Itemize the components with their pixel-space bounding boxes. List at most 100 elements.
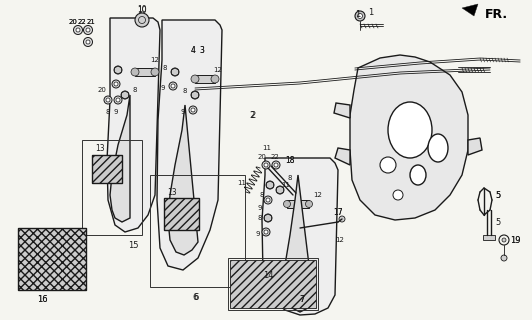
- Circle shape: [501, 255, 507, 261]
- Text: 9: 9: [181, 109, 185, 115]
- Bar: [230, 260, 316, 308]
- Circle shape: [106, 98, 110, 102]
- Circle shape: [131, 68, 139, 76]
- Text: 9: 9: [114, 109, 118, 115]
- Text: 8: 8: [163, 65, 167, 71]
- Circle shape: [189, 106, 197, 114]
- Polygon shape: [350, 55, 468, 220]
- Text: 1: 1: [355, 10, 361, 19]
- Text: 9: 9: [257, 205, 262, 211]
- Text: 12: 12: [313, 192, 322, 198]
- Text: 18: 18: [285, 156, 295, 164]
- Text: 4: 4: [190, 45, 195, 54]
- Bar: [82, 140, 142, 235]
- Text: 4: 4: [190, 45, 195, 54]
- Circle shape: [264, 214, 272, 222]
- Circle shape: [264, 163, 268, 167]
- Circle shape: [339, 216, 345, 222]
- Text: 8: 8: [288, 175, 292, 181]
- Text: 11: 11: [262, 145, 271, 151]
- Circle shape: [211, 75, 219, 83]
- Text: 17: 17: [333, 207, 343, 217]
- Bar: [150, 175, 245, 287]
- Text: 9: 9: [256, 231, 260, 237]
- Polygon shape: [168, 105, 198, 255]
- Circle shape: [171, 68, 179, 76]
- Ellipse shape: [410, 165, 426, 185]
- Polygon shape: [157, 20, 222, 270]
- Text: 5: 5: [495, 190, 501, 199]
- Circle shape: [86, 40, 90, 44]
- Text: 19: 19: [510, 236, 520, 244]
- Polygon shape: [468, 138, 482, 155]
- Circle shape: [358, 13, 362, 19]
- Circle shape: [266, 181, 274, 189]
- Bar: [164, 198, 199, 230]
- Circle shape: [151, 68, 159, 76]
- Text: 14: 14: [263, 270, 273, 279]
- Ellipse shape: [428, 134, 448, 162]
- Text: 22: 22: [271, 154, 279, 160]
- Text: 6: 6: [193, 293, 198, 302]
- Circle shape: [262, 228, 270, 236]
- Circle shape: [189, 59, 196, 66]
- Circle shape: [191, 108, 195, 112]
- Text: 7: 7: [300, 295, 305, 305]
- Circle shape: [274, 163, 278, 167]
- Text: 3: 3: [200, 45, 204, 54]
- Text: 20: 20: [69, 19, 78, 25]
- Text: 15: 15: [128, 241, 138, 250]
- Bar: [228, 258, 318, 310]
- Circle shape: [114, 82, 118, 86]
- Text: 5: 5: [495, 190, 501, 199]
- Bar: [483, 235, 495, 240]
- Text: 2: 2: [250, 110, 255, 119]
- Text: 5: 5: [495, 218, 501, 227]
- Bar: [18, 228, 86, 290]
- Circle shape: [84, 37, 93, 46]
- Text: 16: 16: [37, 295, 47, 305]
- Circle shape: [262, 161, 270, 169]
- Circle shape: [380, 157, 396, 173]
- Circle shape: [76, 28, 80, 32]
- Circle shape: [191, 75, 199, 83]
- Text: 18: 18: [285, 156, 295, 164]
- Circle shape: [276, 186, 284, 194]
- Text: 20: 20: [69, 19, 78, 25]
- Polygon shape: [462, 4, 478, 16]
- Polygon shape: [110, 95, 130, 222]
- Circle shape: [114, 96, 122, 104]
- Circle shape: [305, 201, 312, 207]
- Text: 22: 22: [78, 19, 86, 25]
- Polygon shape: [284, 175, 313, 312]
- Circle shape: [104, 96, 112, 104]
- Text: 22: 22: [78, 19, 86, 25]
- Bar: [287, 200, 309, 208]
- Text: 6: 6: [192, 293, 198, 302]
- Text: 7: 7: [300, 295, 305, 305]
- Bar: [92, 155, 122, 183]
- Text: 8: 8: [133, 87, 137, 93]
- Circle shape: [169, 82, 177, 90]
- Text: 9: 9: [161, 85, 165, 91]
- Text: 10: 10: [137, 5, 147, 14]
- Circle shape: [114, 66, 122, 74]
- Ellipse shape: [388, 102, 432, 158]
- Text: 21: 21: [87, 19, 95, 25]
- Text: 16: 16: [37, 295, 47, 305]
- Bar: [92, 155, 122, 183]
- Text: 13: 13: [167, 188, 177, 196]
- Circle shape: [116, 98, 120, 102]
- Text: 12: 12: [213, 67, 222, 73]
- Circle shape: [135, 13, 149, 27]
- Text: 8: 8: [183, 88, 187, 94]
- Text: FR.: FR.: [485, 7, 508, 20]
- Circle shape: [264, 196, 272, 204]
- Text: 2: 2: [251, 110, 255, 119]
- Bar: [135, 68, 155, 76]
- Text: 8: 8: [260, 192, 264, 198]
- Bar: [195, 75, 215, 83]
- Circle shape: [264, 230, 268, 234]
- Circle shape: [266, 198, 270, 202]
- Text: 10: 10: [137, 4, 147, 13]
